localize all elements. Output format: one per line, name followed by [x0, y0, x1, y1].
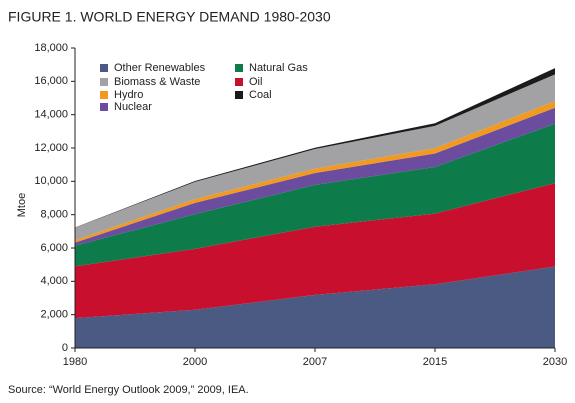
y-tick-label: 14,000: [34, 109, 68, 121]
legend-swatch: [100, 78, 108, 86]
y-tick-label: 6,000: [40, 242, 68, 254]
legend-label: Natural Gas: [249, 62, 308, 74]
area-layer: [75, 74, 555, 241]
y-tick-label: 4,000: [40, 275, 68, 287]
legend-label: Oil: [249, 76, 262, 88]
x-tick-label: 2007: [303, 356, 327, 368]
legend-swatch: [100, 103, 108, 111]
chart-title: FIGURE 1. WORLD ENERGY DEMAND 1980-2030: [8, 9, 331, 25]
legend-label: Coal: [249, 89, 272, 101]
area-layer: [75, 183, 555, 319]
y-tick-label: 8,000: [40, 209, 68, 221]
y-tick-label: 0: [62, 342, 68, 354]
legend-swatch: [100, 91, 108, 99]
y-tick-label: 16,000: [34, 75, 68, 87]
y-tick-label: 18,000: [34, 42, 68, 54]
area-layer: [75, 68, 555, 228]
source-note: Source: “World Energy Outlook 2009,” 200…: [8, 384, 249, 396]
legend-label: Hydro: [114, 89, 143, 101]
legend-swatch: [235, 64, 243, 72]
area-layer: [75, 123, 555, 267]
legend-label: Nuclear: [114, 101, 152, 113]
x-tick-label: 2000: [183, 356, 207, 368]
area-layer: [75, 266, 555, 348]
x-tick-label: 1980: [63, 356, 87, 368]
area-layer: [75, 101, 555, 243]
x-tick-label: 2015: [423, 356, 447, 368]
legend-label: Other Renewables: [114, 62, 206, 74]
area-layer: [75, 107, 555, 246]
y-tick-label: 2,000: [40, 309, 68, 321]
legend-swatch: [100, 64, 108, 72]
y-tick-label: 10,000: [34, 175, 68, 187]
y-axis-label: Mtoe: [16, 193, 28, 217]
legend-swatch: [235, 78, 243, 86]
legend-swatch: [235, 91, 243, 99]
legend-label: Biomass & Waste: [114, 76, 200, 88]
x-tick-label: 2030: [543, 356, 567, 368]
y-tick-label: 12,000: [34, 142, 68, 154]
